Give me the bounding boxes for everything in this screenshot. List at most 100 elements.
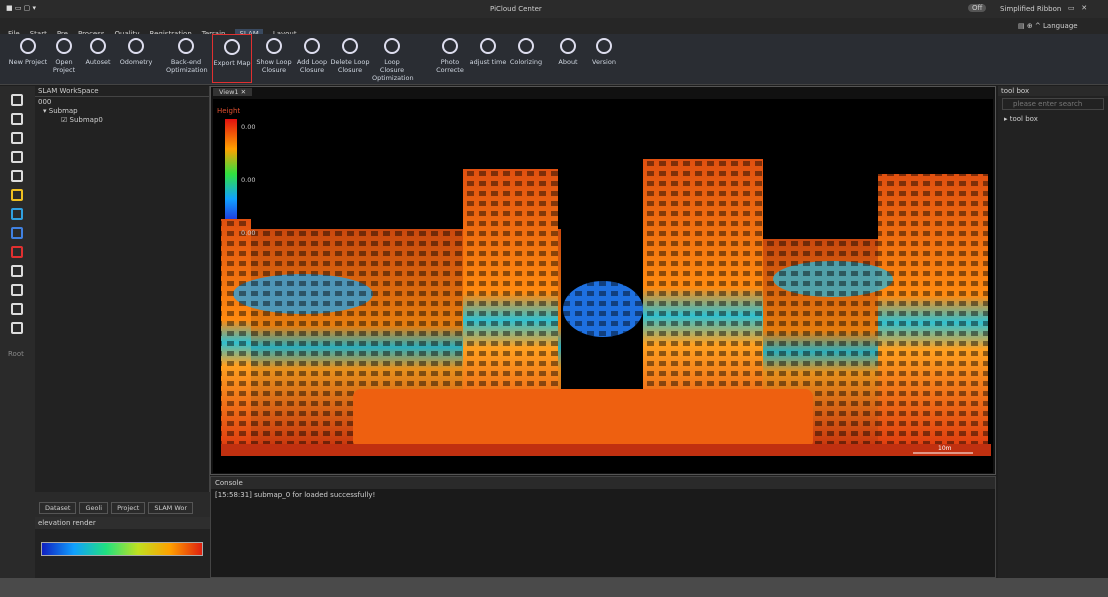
ribbon-label: adjust time (469, 58, 507, 66)
ribbon-label: Delete Loop Closure (330, 58, 370, 74)
tree-item[interactable]: ☑ Submap0 (61, 116, 103, 124)
view-tab[interactable]: View1 ✕ (213, 88, 253, 96)
tool-icon[interactable] (11, 322, 23, 334)
ribbon-button[interactable]: Back-end Optimization (166, 34, 208, 74)
simplified-ribbon: Simplified Ribbon (1000, 5, 1062, 13)
ribbon-button[interactable]: About (548, 34, 588, 66)
window-title: PiCloud Center (490, 5, 542, 13)
tool-icon[interactable] (11, 284, 23, 296)
bottom-tabs: Dataset Geoli Project SLAM Wor (35, 492, 210, 517)
view-area: View1 ✕ Height 0.00 0.00 0.00 10m (210, 86, 996, 475)
tree-group[interactable]: ▾ Submap (43, 107, 78, 115)
ribbon-icon (20, 38, 36, 54)
tree-group-label: Submap (48, 107, 78, 115)
ribbon-icon (56, 38, 72, 54)
ribbon-icon (178, 38, 194, 54)
ribbon-icon (304, 38, 320, 54)
ribbon-button[interactable]: Show Loop Closure (254, 34, 294, 74)
ribbon-button[interactable]: Export Map (212, 34, 252, 83)
toolbox-item-label: tool box (1009, 115, 1038, 123)
ribbon-icon (480, 38, 496, 54)
menu-bar: FileStartPreProcessQualityRegistrationTe… (0, 18, 1108, 39)
ribbon-label: Colorizing (509, 58, 543, 66)
legend-value: 0.00 (241, 229, 255, 237)
ribbon-button[interactable]: Odometry (116, 34, 156, 66)
quick-icons[interactable]: ■ ▭ ▢ ▾ (6, 4, 37, 12)
tool-icon[interactable] (11, 265, 23, 277)
status-bar (0, 578, 1108, 597)
tool-icon[interactable] (11, 227, 23, 239)
ribbon-icon (442, 38, 458, 54)
ribbon-label: Loop Closure Optimization (372, 58, 414, 82)
bottom-tab[interactable]: Project (111, 502, 146, 514)
ribbon-label: Photo Correcte (436, 58, 464, 74)
panel-title: SLAM WorkSpace (35, 86, 209, 97)
tool-icon[interactable] (11, 208, 23, 220)
ribbon: New Project Open Project Autoset Odometry Ba… (0, 34, 1108, 85)
ribbon-icon (90, 38, 106, 54)
point-cloud-view[interactable]: Height 0.00 0.00 0.00 10m (213, 99, 993, 473)
ribbon-button[interactable]: New Project (8, 34, 48, 66)
ribbon-icon (560, 38, 576, 54)
bottom-tab[interactable]: Geoli (79, 502, 109, 514)
tool-icon[interactable] (11, 170, 23, 182)
ribbon-icon (128, 38, 144, 54)
legend-values: 0.00 0.00 0.00 (241, 123, 255, 237)
ribbon-label: Autoset (85, 58, 111, 66)
title-bar: ■ ▭ ▢ ▾ PiCloud Center Off Simplified Ri… (0, 0, 1108, 18)
ribbon-button[interactable]: Open Project (44, 34, 84, 74)
ribbon-button[interactable]: Version (584, 34, 624, 66)
scale-label: 10m (938, 445, 952, 452)
ribbon-label: Export Map (213, 59, 251, 67)
view-tab-label: View1 (219, 88, 239, 96)
point-cloud (221, 107, 991, 457)
toolbox-panel: tool box please enter search ▸ tool box (998, 86, 1108, 578)
ribbon-icon (224, 39, 240, 55)
tool-icon[interactable] (11, 189, 23, 201)
ribbon-button[interactable]: Colorizing (506, 34, 546, 66)
console-line: [15:58:31] submap_0 for loaded successfu… (215, 491, 376, 499)
ribbon-button[interactable]: Loop Closure Optimization (372, 34, 414, 82)
legend-value: 0.00 (241, 123, 255, 131)
language-label: Language (1043, 22, 1078, 30)
tree-root[interactable]: 000 (38, 98, 52, 106)
ribbon-button[interactable]: Photo Correcte (430, 34, 470, 74)
ribbon-icon (596, 38, 612, 54)
console-panel: Console [15:58:31] submap_0 for loaded s… (210, 476, 996, 578)
language[interactable]: ▤ ⊕ ^ Language (1018, 22, 1078, 30)
language-icons: ▤ ⊕ ^ (1018, 22, 1044, 30)
tool-icon[interactable] (11, 151, 23, 163)
tree-item-label: Submap0 (69, 116, 103, 124)
bottom-tab[interactable]: SLAM Wor (148, 502, 194, 514)
ribbon-button[interactable]: Add Loop Closure (292, 34, 332, 74)
tool-icon[interactable] (11, 113, 23, 125)
tool-icon[interactable] (11, 132, 23, 144)
ribbon-label: New Project (8, 58, 48, 66)
ribbon-label: Odometry (119, 58, 153, 66)
toolbox-item[interactable]: ▸ tool box (1004, 115, 1038, 123)
legend-value: 0.00 (241, 176, 255, 184)
render-title: elevation render (35, 517, 210, 529)
tool-icon[interactable] (11, 94, 23, 106)
tool-icon[interactable] (11, 303, 23, 315)
workspace-panel: SLAM WorkSpace 000 ▾ Submap ☑ Submap0 (35, 86, 210, 492)
ribbon-label: Open Project (52, 58, 76, 74)
color-ramp[interactable] (41, 542, 203, 556)
ribbon-button[interactable]: Delete Loop Closure (330, 34, 370, 74)
sidebar-label: Root (8, 350, 24, 358)
left-toolbar: Root (0, 86, 35, 578)
ribbon-button[interactable]: Autoset (78, 34, 118, 66)
toolbox-search[interactable]: please enter search (1002, 98, 1104, 110)
ribbon-toggle[interactable]: Off (968, 4, 987, 12)
console-title: Console (211, 477, 995, 489)
render-panel: Dataset Geoli Project SLAM Wor elevation re… (35, 492, 210, 578)
ribbon-label: Back-end Optimization (166, 58, 208, 74)
toolbox-title: tool box (998, 86, 1108, 96)
bottom-tab[interactable]: Dataset (39, 502, 77, 514)
window-controls[interactable]: ▭ ✕ (1068, 4, 1088, 12)
ribbon-icon (266, 38, 282, 54)
legend-ramp (225, 119, 237, 219)
tool-icon[interactable] (11, 246, 23, 258)
ribbon-button[interactable]: adjust time (468, 34, 508, 66)
